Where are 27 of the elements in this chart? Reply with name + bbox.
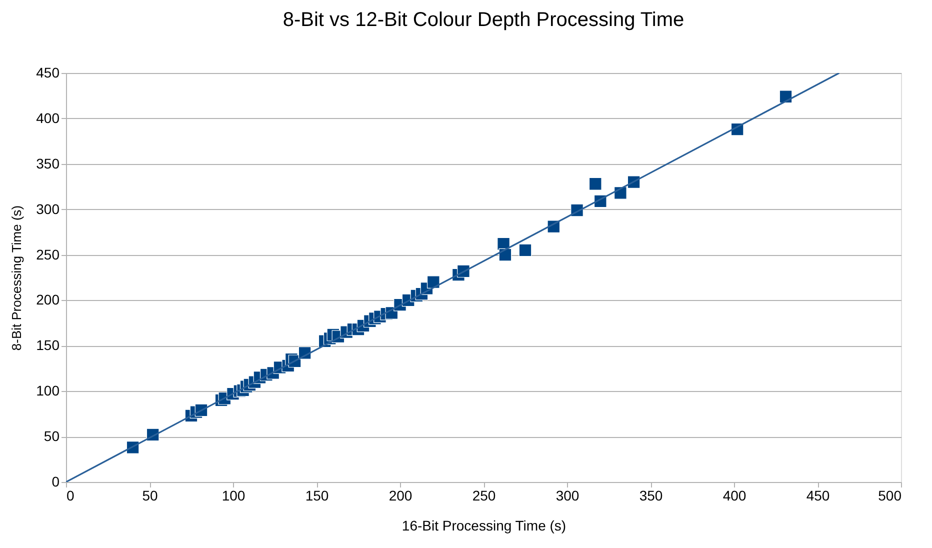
point bbox=[588, 177, 602, 190]
x-tick-label: 0 bbox=[66, 488, 74, 504]
y-tick-label: 350 bbox=[36, 155, 60, 172]
y-tick-label: 200 bbox=[36, 292, 60, 308]
x-tick-label: 400 bbox=[722, 488, 746, 504]
y-tick-label: 50 bbox=[44, 428, 60, 444]
x-tick-label: 200 bbox=[388, 488, 412, 504]
x-tick-label: 250 bbox=[472, 488, 496, 504]
x-tick-label: 150 bbox=[305, 488, 329, 504]
y-tick-label: 100 bbox=[36, 382, 60, 399]
y-axis-title: 8-Bit Processing Time (s) bbox=[9, 205, 24, 351]
y-tick-label: 250 bbox=[36, 246, 60, 262]
point bbox=[426, 276, 440, 288]
x-tick-label: 50 bbox=[142, 488, 158, 504]
point bbox=[518, 244, 532, 257]
x-axis-title: 16-Bit Processing Time (s) bbox=[402, 518, 566, 534]
chart-title: 8-Bit vs 12-Bit Colour Depth Processing Time bbox=[282, 9, 684, 31]
y-tick-label: 400 bbox=[36, 110, 60, 126]
x-tick-label: 300 bbox=[556, 488, 580, 504]
x-tick-label: 500 bbox=[878, 488, 902, 504]
x-tick-label: 450 bbox=[806, 488, 830, 504]
x-tick-label: 100 bbox=[222, 488, 246, 504]
y-tick-label: 0 bbox=[52, 474, 60, 490]
x-tick-label: 350 bbox=[639, 488, 663, 504]
y-tick-label: 150 bbox=[36, 337, 60, 354]
y-tick-label: 450 bbox=[36, 64, 60, 80]
y-tick-label: 300 bbox=[36, 200, 60, 217]
